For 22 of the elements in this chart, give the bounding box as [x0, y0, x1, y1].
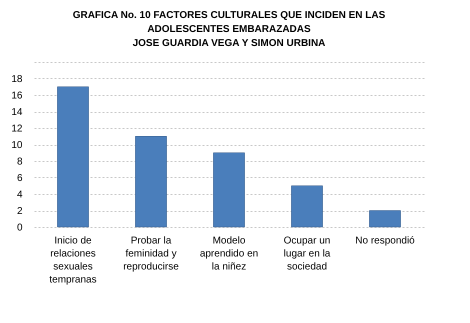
x-tick-label: Inicio de relaciones sexuales tempranas — [49, 236, 97, 286]
y-tick-label: 8 — [16, 156, 23, 168]
y-tick-label: 4 — [16, 190, 23, 200]
y-tick-label: 18 — [11, 74, 23, 85]
chart-subtitle: JOSE GUARDIA VEGA Y SIMON URBINA — [132, 38, 326, 49]
bar — [57, 86, 89, 228]
bar — [213, 152, 245, 228]
x-tick-label: Modelo aprendido en la niñez — [200, 236, 258, 272]
y-tick-label: 12 — [11, 124, 23, 134]
y-tick-label: 2 — [16, 206, 23, 217]
x-tick-label: Probar la feminidad y reproducirse — [123, 236, 180, 272]
y-tick-label: 16 — [11, 90, 23, 102]
y-tick-label: 0 — [16, 222, 23, 234]
chart-title: GRAFICA No. 10 FACTORES CULTURALES QUE INCIDEN EN LAS ADOLESCENTES EMBARAZADAS — [72, 10, 386, 35]
bar — [369, 210, 401, 228]
x-tick-label: Ocupar un lugar en la sociedad — [284, 236, 331, 272]
bar — [291, 186, 323, 228]
bar — [135, 136, 167, 228]
x-tick-label: No respondió — [355, 236, 416, 246]
y-tick-label: 10 — [11, 140, 23, 151]
y-tick-label: 6 — [16, 173, 23, 184]
y-tick-label: 14 — [11, 107, 23, 118]
